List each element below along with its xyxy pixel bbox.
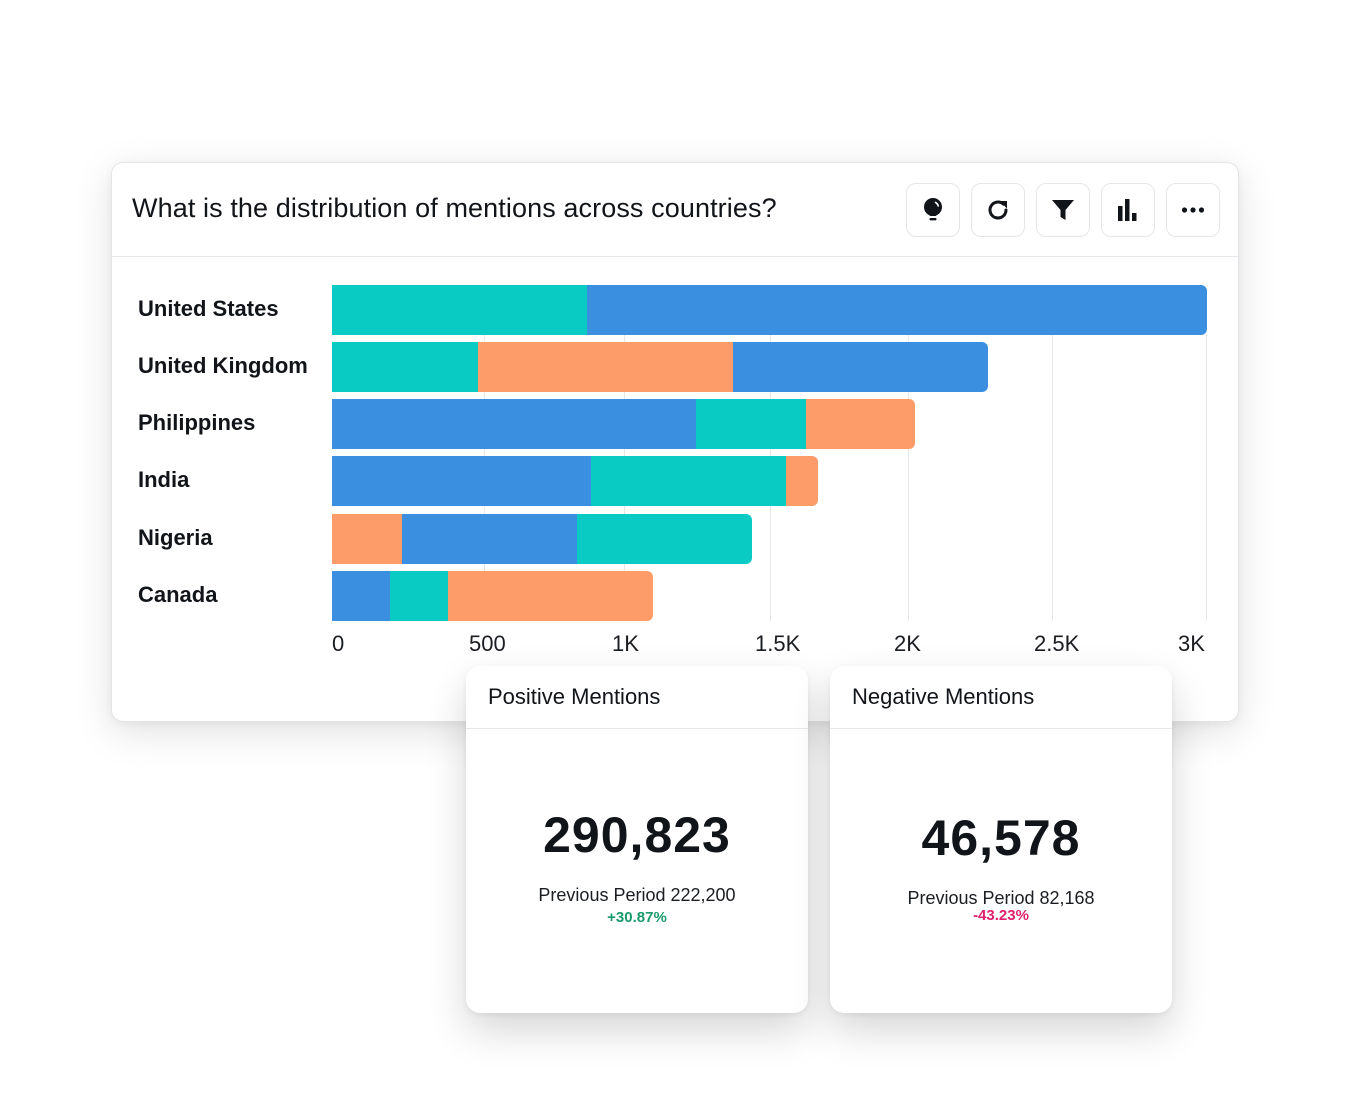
bar-segment-teal[interactable] (577, 514, 752, 564)
y-label-canada: Canada (138, 582, 218, 607)
kpi-previous-period: Previous Period 222,200 (538, 885, 736, 905)
chart-widget-card: What is the distribution of mentions acr… (111, 162, 1239, 722)
y-label-united-states: United States (138, 296, 279, 321)
widget-title: What is the distribution of mentions acr… (132, 193, 777, 223)
refresh-button[interactable] (971, 183, 1025, 237)
bar-segment-orange[interactable] (332, 514, 402, 564)
y-label-nigeria: Nigeria (138, 525, 213, 550)
widget-header: What is the distribution of mentions acr… (112, 163, 1238, 257)
negative-mentions-card: Negative Mentions 46,578 Previous Period… (830, 666, 1172, 1013)
chart-type-button[interactable] (1101, 183, 1155, 237)
more-options-button[interactable] (1166, 183, 1220, 237)
bar-segment-blue[interactable] (332, 399, 696, 449)
x-tick-0: 0 (332, 631, 345, 656)
filter-button[interactable] (1036, 183, 1090, 237)
bar-segment-blue[interactable] (586, 285, 1207, 335)
insights-button[interactable] (906, 183, 960, 237)
y-label-india: India (138, 467, 190, 492)
kpi-change-positive: +30.87% (607, 909, 667, 926)
kpi-change-negative: -43.23% (973, 907, 1029, 924)
bar-segment-orange[interactable] (805, 399, 916, 449)
kpi-value: 46,578 (921, 810, 1081, 866)
x-tick-3k: 3K (1178, 631, 1205, 656)
x-tick-2k: 2K (894, 631, 921, 656)
gridline-2k (908, 335, 909, 621)
x-tick-500: 500 (469, 631, 506, 656)
bar-segment-blue[interactable] (332, 456, 591, 506)
widget-toolbar (906, 183, 1220, 237)
y-label-philippines: Philippines (138, 410, 256, 435)
gridline-2-5k (1052, 335, 1053, 621)
positive-mentions-card: Positive Mentions 290,823 Previous Perio… (466, 666, 808, 1013)
kpi-title: Positive Mentions (488, 684, 661, 709)
bar-segment-orange[interactable] (786, 456, 819, 506)
kpi-header: Positive Mentions (466, 666, 808, 729)
more-icon (1181, 207, 1205, 213)
bar-nigeria[interactable] (332, 514, 752, 564)
bar-segment-orange[interactable] (477, 342, 733, 392)
bar-united-states[interactable] (332, 285, 1207, 335)
bar-segment-teal[interactable] (591, 456, 787, 506)
stacked-bar-chart: United States United Kingdom Philippines… (112, 257, 1238, 721)
kpi-value: 290,823 (543, 807, 731, 863)
x-tick-1k: 1K (612, 631, 639, 656)
bar-chart-icon (1118, 199, 1137, 221)
bar-segment-teal[interactable] (332, 285, 587, 335)
bar-segment-blue[interactable] (402, 514, 577, 564)
refresh-icon (988, 200, 1008, 220)
bar-segment-teal[interactable] (332, 342, 478, 392)
x-tick-1-5k: 1.5K (755, 631, 801, 656)
bar-segment-orange[interactable] (448, 571, 654, 621)
kpi-title: Negative Mentions (852, 684, 1035, 709)
bar-india[interactable] (332, 456, 819, 506)
gridline-3k (1206, 335, 1207, 621)
bar-philippines[interactable] (332, 399, 916, 449)
kpi-previous-period: Previous Period 82,168 (907, 888, 1095, 908)
bar-segment-blue[interactable] (732, 342, 988, 392)
bar-segment-teal[interactable] (696, 399, 806, 449)
x-tick-2-5k: 2.5K (1034, 631, 1080, 656)
kpi-header: Negative Mentions (830, 666, 1172, 729)
filter-icon (1052, 200, 1074, 220)
y-label-united-kingdom: United Kingdom (138, 353, 308, 378)
bar-united-kingdom[interactable] (332, 342, 988, 392)
bar-segment-teal[interactable] (390, 571, 449, 621)
lightbulb-icon (924, 198, 942, 221)
bar-canada[interactable] (332, 571, 654, 621)
bar-segment-blue[interactable] (332, 571, 391, 621)
